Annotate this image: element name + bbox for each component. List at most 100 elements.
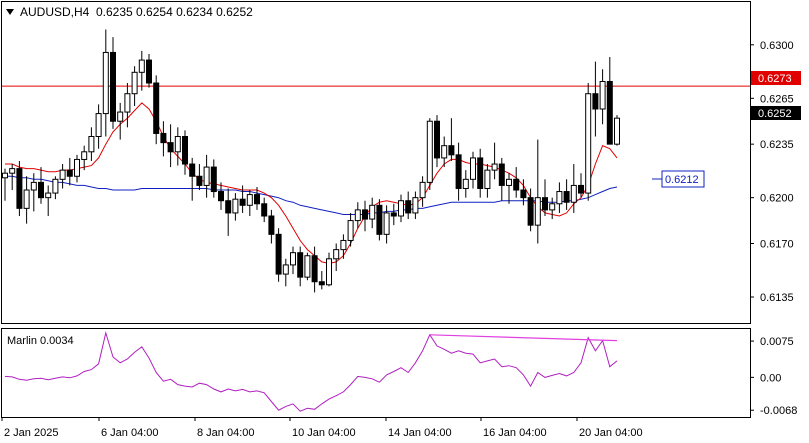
candle-bull: [585, 93, 592, 194]
indicator-layer: [4, 330, 618, 412]
candle-bull: [95, 113, 102, 138]
price-panel-frame: [1, 1, 751, 324]
price-tick-label: 0.6265: [760, 93, 794, 105]
candle-bear: [390, 212, 397, 217]
time-tick-label: 2 Jan 2025: [4, 427, 58, 439]
current-price-tag: [751, 106, 801, 120]
candle-bear: [16, 168, 23, 209]
candle-bull: [59, 169, 66, 180]
candle-bear: [362, 209, 368, 220]
candle-bull: [426, 120, 433, 183]
candle-bull: [614, 117, 620, 145]
ohlc-label: 0.6235 0.6254 0.6234 0.6252: [96, 5, 253, 19]
candle-bull: [491, 163, 498, 171]
red-ma-line: [5, 102, 618, 264]
candle-bear: [38, 181, 44, 199]
candle-bear: [318, 281, 325, 286]
candle-bull: [23, 189, 30, 209]
candle-bull: [45, 192, 52, 199]
blue-ma-value-label: 0.6212: [665, 174, 699, 186]
candle-bull: [326, 258, 332, 286]
indicator-tick-label: 0.0075: [760, 336, 794, 348]
price-tick-label: 0.6300: [760, 40, 794, 52]
candle-bull: [102, 51, 109, 115]
candle-bull: [570, 184, 577, 203]
candle-bear: [405, 200, 412, 214]
candle-bull: [412, 197, 419, 214]
indicator-tick-label: 0.00: [760, 372, 781, 384]
candle-bear: [434, 120, 440, 159]
divergence-line: [429, 334, 618, 342]
candle-bull: [599, 80, 606, 110]
candle-bear: [578, 184, 584, 194]
candle-bear: [455, 154, 462, 189]
candle-bear: [146, 59, 152, 84]
candle-bull: [9, 168, 16, 174]
price-tick-label: 0.6170: [760, 239, 794, 251]
candle-bear: [498, 163, 505, 186]
candle-bear: [167, 142, 174, 153]
candle-bull: [74, 158, 80, 177]
candle-bear: [527, 197, 534, 226]
candle-bear: [261, 203, 268, 217]
candle-bull: [304, 255, 311, 278]
candle-bull: [506, 178, 512, 186]
candle-bear: [254, 194, 260, 205]
candle-bull: [549, 203, 556, 211]
time-tick-label: 14 Jan 04:00: [388, 427, 452, 439]
candle-bear: [182, 136, 188, 165]
time-tick-label: 20 Jan 04:00: [579, 427, 643, 439]
candle-bull: [441, 145, 448, 159]
candle-bull: [88, 136, 95, 153]
candle-bull: [30, 181, 37, 191]
candle-bear: [275, 233, 282, 275]
candle-bear: [592, 93, 599, 110]
candle-bull: [174, 136, 181, 153]
candle-bear: [520, 189, 527, 199]
current-price-label: 0.6252: [758, 108, 792, 120]
indicator-panel-frame: [1, 328, 751, 418]
candle-bear: [477, 157, 484, 189]
candle-bear: [153, 82, 160, 134]
candle-bear: [311, 255, 318, 283]
candle-bull: [282, 264, 289, 275]
candle-bear: [239, 198, 246, 206]
candle-bull: [124, 93, 131, 113]
indicator-tick-label: -0.0068: [760, 405, 797, 417]
price-layer: [2, 29, 750, 293]
candle-bull: [138, 59, 145, 73]
candle-bear: [606, 80, 613, 145]
time-tick-label: 10 Jan 04:00: [292, 427, 356, 439]
time-tick-label: 16 Jan 04:00: [483, 427, 547, 439]
candle-bull: [484, 169, 491, 189]
candle-bear: [225, 200, 232, 214]
blue-ma-line: [5, 175, 618, 215]
candle-bull: [203, 166, 210, 186]
price-tick-label: 0.6200: [760, 193, 794, 205]
marlin-line: [4, 330, 618, 412]
candle-bull: [232, 198, 239, 214]
candle-bear: [297, 252, 304, 278]
candle-bear: [448, 145, 455, 156]
candle-bear: [218, 191, 224, 202]
price-tick-label: 0.6135: [760, 292, 794, 304]
candle-bear: [376, 204, 383, 235]
candle-bull: [52, 178, 59, 194]
candle-bull: [131, 71, 138, 95]
candle-bear: [160, 132, 167, 144]
candle-bull: [290, 252, 296, 266]
candle-bear: [196, 175, 203, 186]
price-tick-label: 0.6235: [760, 139, 794, 151]
dropdown-triangle-icon[interactable]: [6, 9, 14, 15]
symbol-label: AUDUSD,H4: [20, 5, 90, 19]
candle-bull: [534, 197, 541, 226]
candle-bear: [110, 51, 116, 122]
candle-bull: [398, 200, 404, 217]
candle-bull: [347, 220, 354, 241]
time-tick-label: 8 Jan 04:00: [197, 427, 255, 439]
candle-bull: [333, 249, 340, 260]
candle-bull: [383, 212, 390, 235]
candle-bear: [210, 166, 217, 193]
candle-bull: [369, 204, 376, 220]
